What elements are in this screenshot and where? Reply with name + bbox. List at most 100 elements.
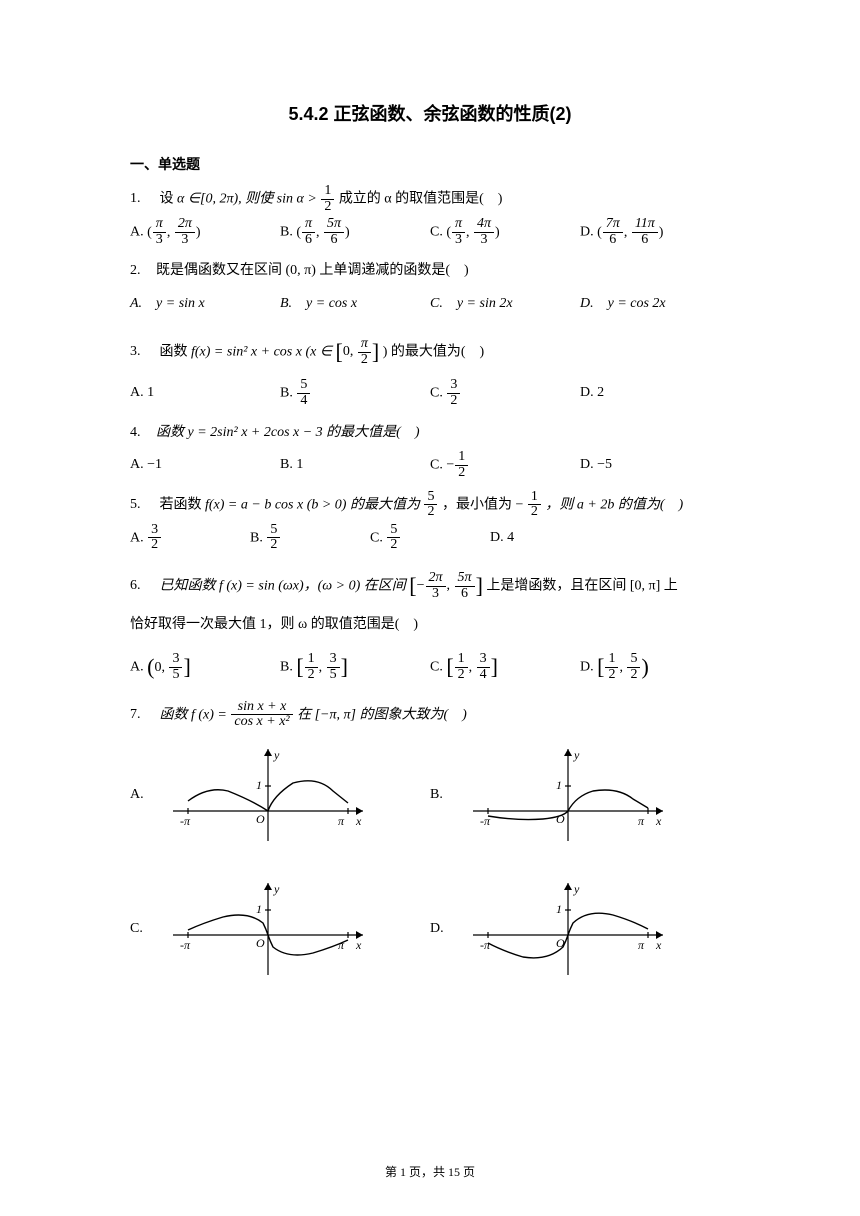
q5-stem-c: ，最小值为 −	[442, 497, 523, 512]
page-footer: 第 1 页，共 15 页	[0, 1163, 860, 1180]
q6-Dd2: 2	[627, 668, 640, 683]
question-6: 6. 已知函数 f (x) = sin (ωx)，(ω > 0) 在区间 [−2…	[130, 562, 730, 692]
q2-C: C. y = sin 2x	[430, 289, 580, 320]
q2-num: 2.	[130, 256, 156, 287]
q1-C-n2: 4π	[474, 217, 494, 233]
q3-Cn: 3	[447, 378, 460, 394]
section-header: 一、单选题	[130, 154, 730, 174]
q6-Cn2: 3	[477, 652, 490, 668]
q1-D: D.	[580, 225, 594, 240]
q5-Cn: 5	[387, 523, 400, 539]
q4-num: 4.	[130, 418, 156, 449]
q1-frac-num: 1	[321, 184, 334, 200]
q7-A-label: A.	[130, 780, 158, 811]
q1-A-d2: 3	[175, 233, 195, 248]
q3-Cd: 2	[447, 394, 460, 409]
q6-B: B.	[280, 660, 293, 675]
q7-option-A: A. yx O -ππ 1	[130, 741, 430, 851]
q6-Dd1: 2	[605, 668, 618, 683]
svg-text:-π: -π	[480, 938, 491, 952]
q5-D: D. 4	[490, 523, 610, 554]
q5-Cd: 2	[387, 538, 400, 553]
q1-stem-a: 设	[160, 191, 174, 206]
q1-B-n2: 5π	[324, 217, 344, 233]
q1-C: C.	[430, 225, 443, 240]
q5-stem-a: 若函数	[160, 497, 202, 512]
q1-D-d2: 6	[632, 233, 658, 248]
graph-a: yx O -ππ 1	[158, 741, 378, 851]
q3-Bn: 5	[297, 378, 310, 394]
q6-bn2: 5π	[455, 571, 475, 587]
q6-stem-b: 上是增函数，且在区间 [0, π] 上	[486, 578, 677, 593]
q5-d2: 2	[528, 505, 541, 520]
question-1: 1. 设 α ∈[0, 2π), 则使 sin α > 12 成立的 α 的取值…	[130, 184, 730, 248]
q6-bn1: 2π	[426, 571, 446, 587]
q6-Cn1: 1	[455, 652, 468, 668]
svg-text:1: 1	[556, 778, 562, 792]
q1-B-d1: 6	[302, 233, 315, 248]
question-3: 3. 函数 f(x) = sin² x + cos x (x ∈ [0, π2]…	[130, 328, 730, 410]
q1-B: B.	[280, 225, 293, 240]
q5-stem-d: ，则 a + 2b 的值为( )	[545, 497, 683, 512]
q1-num: 1.	[130, 184, 156, 215]
q7-option-C: C. yx O -ππ 1	[130, 875, 430, 985]
q1-A-n2: 2π	[175, 217, 195, 233]
q4-D: D. −5	[580, 450, 730, 481]
q1-B-n1: π	[302, 217, 315, 233]
q6-Dn1: 1	[605, 652, 618, 668]
svg-text:-π: -π	[180, 938, 191, 952]
q5-Ad: 2	[148, 538, 161, 553]
question-2: 2.既是偶函数又在区间 (0, π) 上单调递减的函数是( ) A. y = s…	[130, 256, 730, 320]
graph-d: yx O -ππ 1	[458, 875, 678, 985]
q4-A: A. −1	[130, 450, 280, 481]
q3-stem-b: f(x) = sin² x + cos x (x ∈	[191, 344, 332, 359]
svg-text:O: O	[556, 936, 565, 950]
q6-num: 6.	[130, 571, 156, 602]
q1-C-n1: π	[452, 217, 465, 233]
q6-C: C.	[430, 660, 443, 675]
q1-stem-c: 成立的 α 的取值范围是( )	[339, 191, 503, 206]
page-title: 5.4.2 正弦函数、余弦函数的性质(2)	[130, 100, 730, 126]
svg-text:x: x	[355, 938, 362, 952]
q3-stem-a: 函数	[160, 344, 188, 359]
svg-text:π: π	[338, 938, 345, 952]
q3-stem-c: ) 的最大值为( )	[383, 344, 485, 359]
svg-text:-π: -π	[180, 814, 191, 828]
q2-D: D. y = cos 2x	[580, 289, 730, 320]
q2-A: A. y = sin x	[130, 289, 280, 320]
svg-text:1: 1	[256, 778, 262, 792]
question-5: 5. 若函数 f(x) = a − b cos x (b > 0) 的最大值为 …	[130, 490, 730, 554]
svg-text:x: x	[655, 814, 662, 828]
q3-num: 3.	[130, 337, 156, 368]
q5-d1: 2	[424, 505, 437, 520]
question-4: 4.函数 y = 2sin² x + 2cos x − 3 的最大值是( ) A…	[130, 418, 730, 482]
svg-text:1: 1	[256, 902, 262, 916]
q3-C: C.	[430, 386, 443, 401]
q6-Cd2: 4	[477, 668, 490, 683]
q1-D-d1: 6	[603, 233, 623, 248]
q7-D-label: D.	[430, 914, 458, 945]
q5-A: A.	[130, 530, 144, 545]
q3-B: B.	[280, 386, 293, 401]
q7-C-label: C.	[130, 914, 158, 945]
q7-option-D: D. yx O -ππ 1	[430, 875, 730, 985]
q4-stem: 函数 y = 2sin² x + 2cos x − 3 的最大值是( )	[156, 425, 420, 440]
q1-A-d1: 3	[153, 233, 166, 248]
q1-C-d1: 3	[452, 233, 465, 248]
q7-option-B: B. yx O -ππ 1	[430, 741, 730, 851]
svg-text:O: O	[256, 812, 265, 826]
q1-C-d2: 3	[474, 233, 494, 248]
q6-stem-a: 已知函数 f (x) = sin (ωx)，(ω > 0) 在区间	[160, 578, 406, 593]
svg-text:x: x	[655, 938, 662, 952]
svg-text:π: π	[638, 938, 645, 952]
svg-text:π: π	[638, 814, 645, 828]
svg-text:y: y	[273, 748, 280, 762]
q5-B: B.	[250, 530, 263, 545]
q3-Bd: 4	[297, 394, 310, 409]
q5-stem-b: f(x) = a − b cos x (b > 0) 的最大值为	[205, 497, 420, 512]
q4-C: C. −	[430, 458, 454, 473]
q5-n2: 1	[528, 490, 541, 506]
svg-text:π: π	[338, 814, 345, 828]
q6-Bn1: 1	[305, 652, 318, 668]
q2-stem: 既是偶函数又在区间 (0, π) 上单调递减的函数是( )	[156, 263, 469, 278]
